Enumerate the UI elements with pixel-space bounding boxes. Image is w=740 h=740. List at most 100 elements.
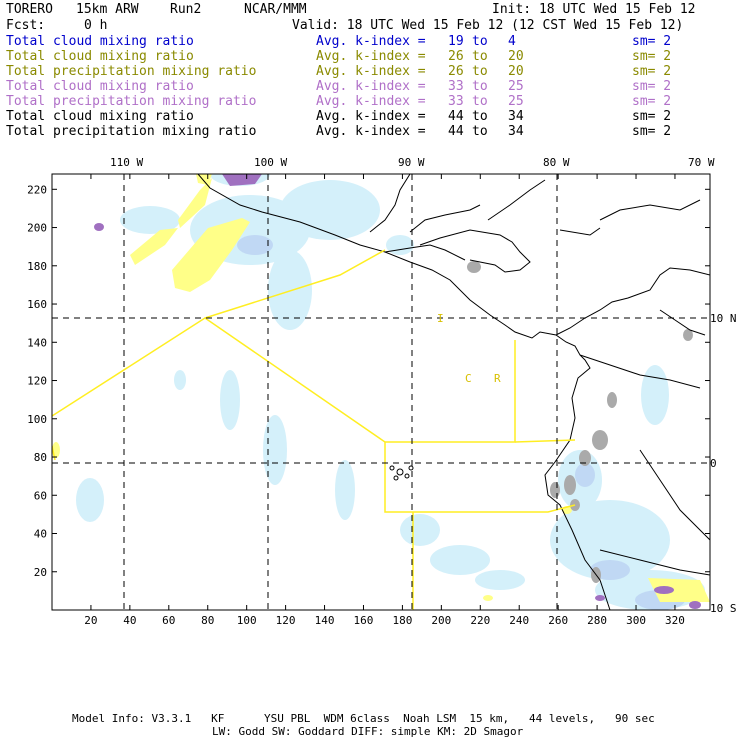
legend-k-end: 34 [508,124,524,139]
legend-smoothing: sm= 2 [632,64,672,79]
graticule [52,174,710,610]
legend-k-start: 33 [448,79,464,94]
org-label: NCAR/MMM [244,2,307,17]
init-time: Init: 18 UTC Wed 15 Feb 12 [492,2,696,17]
x-tick-labels: 20 40 60 80 100 120 140 160 180 200 220 240 260 280 30… [84,614,685,627]
y-tick-label: 180 [27,260,47,273]
x-tick-label: 100 [237,614,257,627]
precip-yellow-field [52,174,710,602]
y-tick-label: 80 [34,451,47,464]
lon-label-110w: 110 W [110,156,143,169]
legend-field-name: Total cloud mixing ratio [6,49,194,64]
legend-k-index-label: Avg. k-index = [316,49,426,64]
y-tick-label: 20 [34,566,47,579]
shaded-fields [52,174,710,610]
region-boundaries [52,249,576,610]
legend-smoothing: sm= 2 [632,79,672,94]
annotation-r: R [494,372,501,385]
x-tick-label: 40 [123,614,136,627]
lat-label-10n: 10 N [710,312,737,325]
legend-k-end: 34 [508,109,524,124]
legend-smoothing: sm= 2 [632,109,672,124]
legend-to: to [472,79,488,94]
legend-field-name: Total precipitation mixing ratio [6,64,257,79]
legend-smoothing: sm= 2 [632,34,672,49]
valid-time: Valid: 18 UTC Wed 15 Feb 12 (12 CST Wed … [292,18,684,33]
x-tick-label: 140 [315,614,335,627]
legend-k-index-label: Avg. k-index = [316,34,426,49]
map-frame [51,173,711,611]
legend-smoothing: sm= 2 [632,94,672,109]
y-tick-label: 160 [27,298,47,311]
legend-smoothing: sm= 2 [632,124,672,139]
y-tick-label: 60 [34,489,47,502]
y-tick-label: 140 [27,336,47,349]
legend-k-start: 44 [448,124,464,139]
legend-k-index-label: Avg. k-index = [316,124,426,139]
legend-k-index-label: Avg. k-index = [316,109,426,124]
legend-field-name: Total cloud mixing ratio [6,79,194,94]
lon-label-90w: 90 W [398,156,425,169]
legend-to: to [472,64,488,79]
legend-k-end: 4 [508,34,516,49]
weather-map: I C R 110 W 100 W 90 W 80 W 70 W 10 N 0 … [27,156,737,627]
tick-marks [52,174,710,610]
annotation-c: C [465,372,472,385]
model-resolution: 15km ARW [76,2,139,17]
y-tick-label: 40 [34,528,47,541]
y-tick-labels: 20 40 60 80 100 120 140 160 180 200 220 [27,183,47,578]
x-tick-label: 280 [587,614,607,627]
y-tick-label: 200 [27,222,47,235]
x-tick-label: 60 [162,614,175,627]
legend-field-name: Total precipitation mixing ratio [6,124,257,139]
legend-to: to [472,109,488,124]
x-tick-label: 200 [431,614,451,627]
legend-to: to [472,34,488,49]
x-tick-label: 20 [84,614,97,627]
legend-k-index-label: Avg. k-index = [316,94,426,109]
legend-to: to [472,49,488,64]
legend-smoothing: sm= 2 [632,49,672,64]
legend-to: to [472,94,488,109]
legend-k-start: 33 [448,94,464,109]
x-tick-label: 120 [276,614,296,627]
lon-label-100w: 100 W [254,156,287,169]
y-tick-label: 120 [27,375,47,388]
lat-label-10s: 10 S [710,602,737,615]
legend-field-name: Total cloud mixing ratio [6,34,194,49]
model-info-line2: LW: Godd SW: Goddard DIFF: simple KM: 2D… [212,725,524,738]
lon-label-80w: 80 W [543,156,570,169]
x-tick-label: 220 [470,614,490,627]
x-tick-label: 240 [509,614,529,627]
x-tick-label: 320 [665,614,685,627]
legend-k-index-label: Avg. k-index = [316,64,426,79]
x-tick-label: 300 [626,614,646,627]
legend-k-start: 44 [448,109,464,124]
model-name: TORERO [6,2,53,17]
legend-k-end: 25 [508,94,524,109]
y-tick-label: 220 [27,183,47,196]
annotation-i: I [437,312,444,325]
legend-k-end: 20 [508,64,524,79]
forecast-label: Fcst: [6,18,46,33]
legend-k-end: 25 [508,79,524,94]
purple-field [94,174,701,609]
legend-k-start: 26 [448,64,464,79]
forecast-hour: 0 h [84,18,108,33]
legend-k-end: 20 [508,49,524,64]
legend-field-name: Total cloud mixing ratio [6,109,194,124]
lon-label-70w: 70 W [688,156,715,169]
x-tick-label: 160 [354,614,374,627]
run-label: Run2 [170,2,202,17]
legend-k-start: 26 [448,49,464,64]
legend-k-index-label: Avg. k-index = [316,79,426,94]
lat-label-0: 0 [710,457,717,470]
legend-k-start: 19 [448,34,464,49]
x-tick-label: 180 [392,614,412,627]
x-tick-label: 80 [201,614,214,627]
y-tick-label: 100 [27,413,47,426]
legend-to: to [472,124,488,139]
model-info-line1: Model Info: V3.3.1 KF YSU PBL WDM 6class… [72,712,655,725]
coastlines [197,174,710,610]
legend-field-name: Total precipitation mixing ratio [6,94,257,109]
